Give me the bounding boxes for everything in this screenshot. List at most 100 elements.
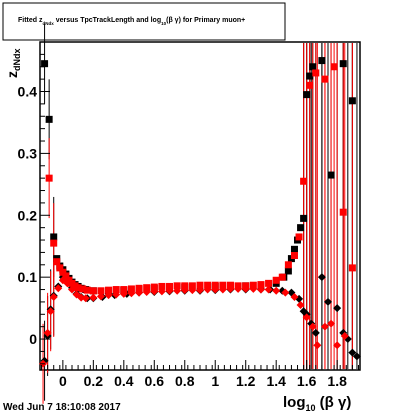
diamond-marker bbox=[180, 286, 189, 295]
square-marker bbox=[272, 276, 280, 284]
error-bars bbox=[42, 23, 358, 404]
diamond-marker bbox=[256, 285, 265, 294]
square-marker bbox=[309, 63, 317, 71]
square-marker bbox=[56, 264, 64, 272]
x-axis-title: log10 (β γ) bbox=[283, 394, 351, 413]
square-marker bbox=[284, 261, 292, 269]
diamond-marker bbox=[317, 273, 326, 282]
diamond-marker bbox=[96, 292, 105, 301]
diamond-marker bbox=[135, 288, 144, 297]
square-marker bbox=[257, 281, 265, 289]
x-tick-label: 0.4 bbox=[114, 373, 134, 389]
square-marker bbox=[50, 233, 58, 241]
square-marker bbox=[74, 284, 82, 292]
diamond-marker bbox=[340, 331, 349, 340]
diamond-marker bbox=[296, 301, 305, 310]
diamond-marker bbox=[89, 293, 98, 302]
square-marker bbox=[312, 69, 320, 77]
square-marker bbox=[112, 286, 120, 294]
diamond-marker bbox=[173, 286, 182, 295]
square-marker bbox=[327, 171, 335, 179]
square-marker bbox=[321, 75, 329, 83]
x-tick-label: 0.6 bbox=[145, 373, 165, 389]
square-marker bbox=[297, 224, 305, 232]
diamond-marker bbox=[81, 294, 90, 303]
diamond-marker bbox=[112, 290, 121, 299]
x-tick-label: 1.2 bbox=[236, 373, 256, 389]
diamond-marker bbox=[104, 291, 113, 300]
y-tick-label: 0.2 bbox=[18, 207, 38, 223]
diamond-marker bbox=[43, 328, 52, 337]
diamond-marker bbox=[203, 285, 212, 294]
square-marker bbox=[265, 279, 273, 287]
square-marker bbox=[50, 239, 58, 247]
square-marker bbox=[181, 282, 189, 290]
square-marker bbox=[211, 281, 219, 289]
diamond-marker bbox=[218, 285, 227, 294]
diamond-marker bbox=[272, 286, 281, 295]
square-marker bbox=[295, 233, 303, 241]
square-marker bbox=[120, 286, 128, 294]
square-marker bbox=[166, 282, 174, 290]
square-marker bbox=[306, 72, 314, 80]
square-marker bbox=[41, 60, 49, 68]
square-marker bbox=[143, 284, 151, 292]
square-marker bbox=[284, 267, 292, 275]
square-marker bbox=[196, 281, 204, 289]
square-marker bbox=[219, 281, 227, 289]
diamond-marker bbox=[327, 319, 336, 328]
diamond-marker bbox=[46, 307, 55, 316]
diamond-marker bbox=[196, 286, 204, 295]
diamond-marker bbox=[142, 288, 151, 297]
diamond-marker bbox=[324, 297, 332, 306]
diamond-marker bbox=[249, 284, 258, 293]
square-marker bbox=[135, 284, 143, 292]
y-tick-label: 0.4 bbox=[18, 84, 38, 100]
x-tick-label: 1 bbox=[211, 373, 219, 389]
diamond-marker bbox=[320, 322, 329, 331]
x-tick-label: 0.2 bbox=[84, 373, 104, 389]
title-box-frame bbox=[2, 2, 286, 41]
diamond-marker bbox=[68, 285, 76, 294]
axis-ticks bbox=[40, 53, 359, 370]
diamond-marker bbox=[54, 284, 63, 293]
diamond-marker bbox=[165, 286, 174, 295]
diamond-marker bbox=[313, 341, 322, 350]
square-marker bbox=[79, 285, 87, 293]
diamond-marker bbox=[281, 288, 290, 297]
diamond-marker bbox=[119, 289, 128, 298]
diamond-marker bbox=[290, 292, 299, 301]
square-marker bbox=[204, 281, 212, 289]
square-marker bbox=[300, 214, 308, 222]
square-marker bbox=[300, 177, 308, 185]
title-box: Fitted zdNdx versus TpcTrackLength and l… bbox=[2, 2, 286, 41]
diamond-marker bbox=[352, 352, 361, 361]
square-marker bbox=[348, 264, 356, 272]
square-marker bbox=[318, 57, 326, 65]
diamond-marker bbox=[348, 348, 357, 357]
data-markers bbox=[39, 57, 361, 368]
diamond-marker bbox=[157, 287, 166, 296]
square-marker bbox=[173, 282, 181, 290]
square-marker bbox=[339, 208, 347, 216]
date-stamp: Wed Jun 7 18:10:08 2017 bbox=[3, 402, 121, 413]
x-tick-label: 0 bbox=[59, 373, 67, 389]
diamond-marker bbox=[127, 289, 136, 298]
diamond-marker bbox=[333, 304, 342, 313]
diamond-marker bbox=[264, 285, 273, 294]
square-marker bbox=[89, 287, 97, 295]
diamond-marker bbox=[308, 322, 317, 331]
square-marker bbox=[59, 268, 67, 276]
square-marker bbox=[290, 245, 298, 253]
chart-title: Fitted zdNdx versus TpcTrackLength and l… bbox=[18, 17, 245, 26]
tick-labels: 0 0.2 0.4 0.6 0.8 1 1.2 1.4 1.6 1.8 0 0.1 0.2 0.3 0.4 bbox=[18, 84, 348, 389]
diamond-marker bbox=[49, 292, 58, 301]
diamond-marker bbox=[150, 287, 159, 296]
diamond-marker bbox=[241, 284, 250, 293]
diamond-marker bbox=[226, 284, 235, 293]
square-marker bbox=[150, 283, 158, 291]
square-marker bbox=[45, 115, 53, 123]
square-marker bbox=[105, 286, 113, 294]
